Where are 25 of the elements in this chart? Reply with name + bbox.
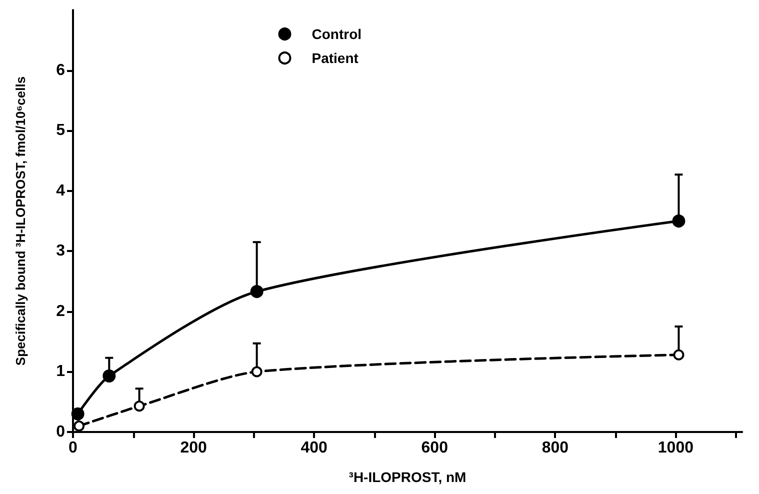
- point: [672, 214, 686, 228]
- x-tick-label: 600: [421, 440, 448, 456]
- x-tick-label: 800: [542, 440, 569, 456]
- point: [71, 407, 84, 420]
- point: [250, 285, 264, 298]
- legend-label: Patient: [312, 50, 359, 66]
- y-tick-label: 1: [56, 363, 66, 380]
- legend-label: Control: [312, 26, 362, 42]
- y-tick-label: 6: [56, 62, 66, 79]
- point: [251, 366, 262, 378]
- x-tick-label: 0: [68, 440, 78, 456]
- y-tick-label: 5: [56, 122, 66, 140]
- point: [102, 369, 116, 382]
- y-tick-label: 2: [56, 302, 66, 320]
- x-axis-title: ³H-ILOPROST, nM: [348, 469, 466, 485]
- x-tick-label: 1000: [658, 440, 694, 456]
- y-tick-label: 3: [56, 242, 66, 260]
- x-tick-label: 200: [180, 440, 207, 456]
- point: [74, 420, 85, 432]
- y-tick-label: 0: [56, 424, 66, 440]
- point: [134, 400, 145, 412]
- x-tick-label: 400: [300, 440, 328, 456]
- y-axis-title: Specifically bound ³H-ILOPROST, fmol/10⁶cells: [13, 76, 28, 366]
- point: [673, 349, 684, 360]
- y-tick-label: 4: [56, 182, 66, 200]
